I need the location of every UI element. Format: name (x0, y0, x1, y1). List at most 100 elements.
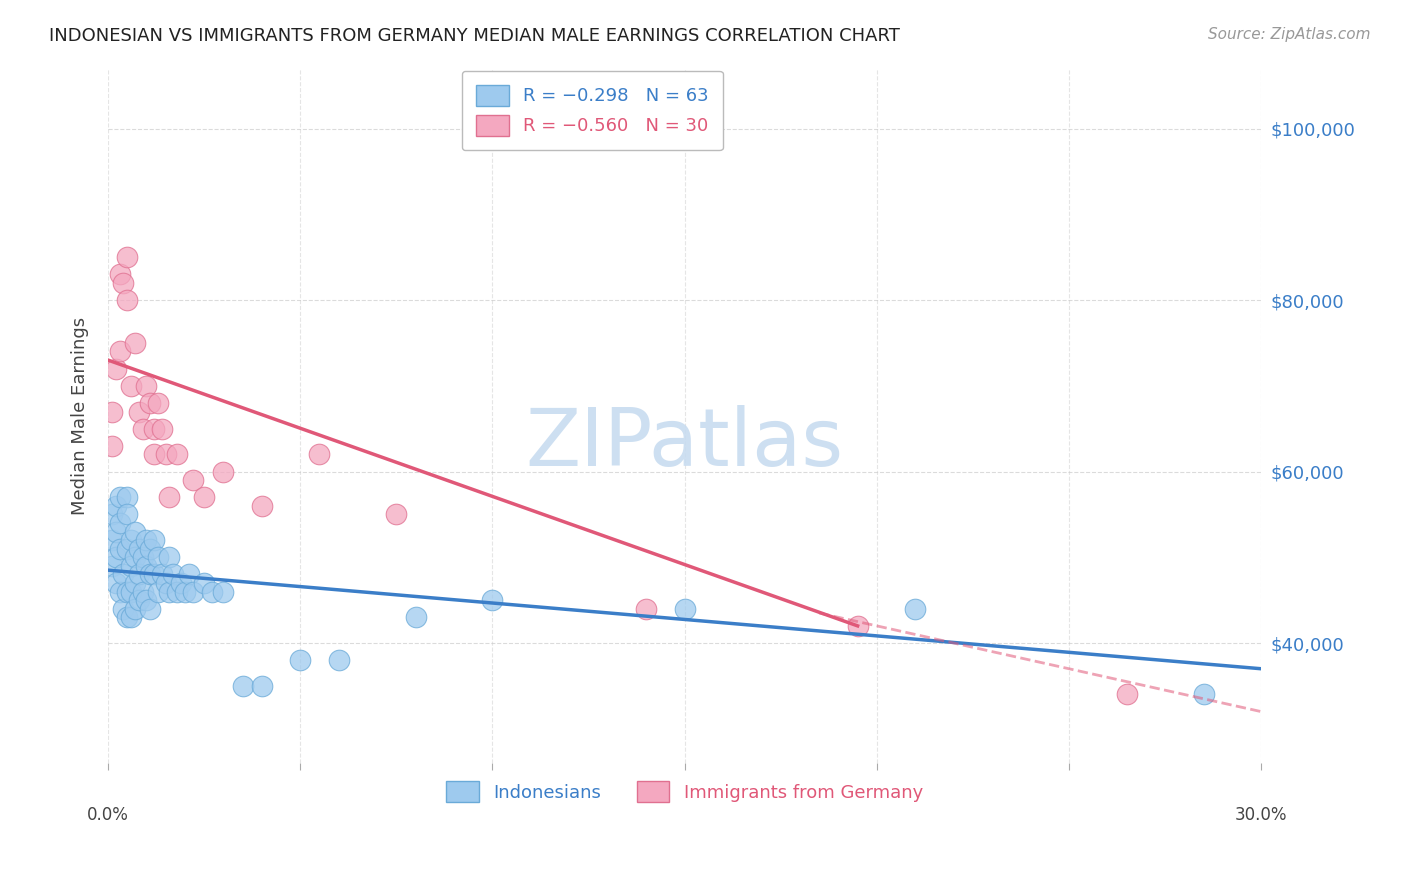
Point (115, 508, 138, 522)
Point (290, 653, 312, 667)
Point (124, 601, 146, 615)
Point (636, 601, 658, 615)
Point (170, 576, 193, 591)
Point (101, 508, 124, 522)
Point (135, 558, 157, 573)
Point (193, 576, 215, 591)
Point (124, 550, 146, 565)
Point (212, 465, 235, 479)
Point (155, 447, 177, 461)
Point (104, 550, 127, 565)
Point (104, 576, 127, 591)
Point (101, 558, 124, 573)
Point (177, 567, 200, 582)
Point (101, 404, 124, 418)
Point (166, 447, 188, 461)
Point (124, 335, 146, 350)
Point (308, 447, 330, 461)
Point (135, 593, 157, 607)
Y-axis label: Median Male Earnings: Median Male Earnings (72, 317, 89, 515)
Point (181, 473, 204, 487)
Point (124, 576, 146, 591)
Point (481, 593, 503, 607)
Point (212, 584, 235, 599)
Point (120, 610, 142, 624)
Text: Source: ZipAtlas.com: Source: ZipAtlas.com (1208, 27, 1371, 42)
Point (139, 541, 162, 556)
Point (104, 499, 127, 513)
Point (124, 524, 146, 539)
Point (131, 550, 153, 565)
Point (173, 584, 195, 599)
Point (328, 653, 350, 667)
Point (139, 601, 162, 615)
Point (115, 541, 138, 556)
Point (104, 524, 127, 539)
Point (846, 619, 869, 633)
Point (120, 378, 142, 392)
Point (139, 567, 162, 582)
Text: ZIPatlas: ZIPatlas (526, 405, 844, 483)
Point (115, 490, 138, 504)
Point (115, 610, 138, 624)
Point (104, 361, 127, 376)
Point (143, 533, 166, 548)
Point (135, 378, 157, 392)
Point (112, 276, 135, 290)
Point (1192, 688, 1215, 702)
Point (250, 679, 273, 693)
Point (135, 533, 157, 548)
Point (150, 567, 173, 582)
Point (120, 558, 142, 573)
Point (128, 593, 150, 607)
Point (101, 533, 124, 548)
Point (193, 490, 215, 504)
Point (128, 404, 150, 418)
Point (181, 584, 204, 599)
Point (108, 490, 131, 504)
Point (128, 541, 150, 556)
Point (120, 533, 142, 548)
Text: INDONESIAN VS IMMIGRANTS FROM GERMANY MEDIAN MALE EARNINGS CORRELATION CHART: INDONESIAN VS IMMIGRANTS FROM GERMANY ME… (49, 27, 900, 45)
Point (1115, 688, 1137, 702)
Point (150, 422, 173, 436)
Point (120, 584, 142, 599)
Point (673, 601, 696, 615)
Point (115, 584, 138, 599)
Point (201, 584, 224, 599)
Point (159, 490, 181, 504)
Point (155, 576, 177, 591)
Point (115, 250, 138, 264)
Legend: Indonesians, Immigrants from Germany: Indonesians, Immigrants from Germany (432, 767, 938, 816)
Point (108, 541, 131, 556)
Point (159, 550, 181, 565)
Point (385, 508, 408, 522)
Point (904, 601, 927, 615)
Point (405, 610, 427, 624)
Point (146, 584, 169, 599)
Point (115, 293, 138, 307)
Point (108, 516, 131, 530)
Point (143, 447, 166, 461)
Text: 0.0%: 0.0% (87, 806, 129, 824)
Point (139, 396, 162, 410)
Point (112, 567, 135, 582)
Point (112, 601, 135, 615)
Point (146, 396, 169, 410)
Point (146, 550, 169, 565)
Point (143, 422, 166, 436)
Point (166, 584, 188, 599)
Point (143, 567, 166, 582)
Point (128, 567, 150, 582)
Point (131, 584, 153, 599)
Point (159, 584, 181, 599)
Point (131, 422, 153, 436)
Point (108, 268, 131, 282)
Text: 30.0%: 30.0% (1234, 806, 1288, 824)
Point (108, 344, 131, 359)
Point (108, 584, 131, 599)
Point (250, 499, 273, 513)
Point (232, 679, 254, 693)
Point (101, 439, 124, 453)
Point (162, 567, 184, 582)
